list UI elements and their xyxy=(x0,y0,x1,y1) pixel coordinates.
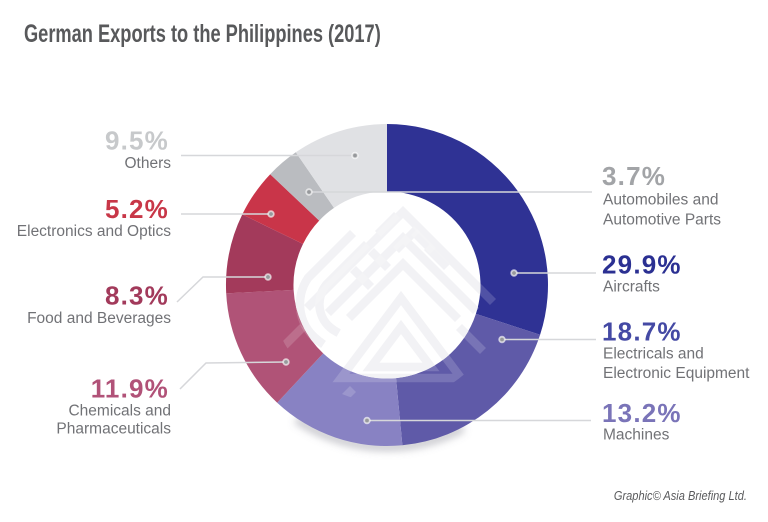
svg-text:Electronics and Optics: Electronics and Optics xyxy=(17,223,171,240)
svg-text:Electronic Equipment: Electronic Equipment xyxy=(603,365,750,382)
svg-text:3.7%: 3.7% xyxy=(602,161,666,191)
svg-text:Automobiles and: Automobiles and xyxy=(603,191,718,208)
svg-text:Others: Others xyxy=(124,155,171,172)
svg-text:Electricals and: Electricals and xyxy=(603,346,704,363)
svg-text:Machines: Machines xyxy=(603,427,670,444)
svg-text:Aircrafts: Aircrafts xyxy=(603,278,660,295)
svg-text:Graphic© Asia Briefing Ltd.: Graphic© Asia Briefing Ltd. xyxy=(614,488,747,503)
svg-text:Pharmaceuticals: Pharmaceuticals xyxy=(56,421,171,438)
svg-text:German Exports to the Philippi: German Exports to the Philippines (2017) xyxy=(24,19,381,48)
svg-text:9.5%: 9.5% xyxy=(105,126,169,156)
svg-text:29.9%: 29.9% xyxy=(602,250,682,280)
svg-text:Food and Beverages: Food and Beverages xyxy=(27,310,171,327)
svg-text:18.7%: 18.7% xyxy=(602,316,682,346)
svg-text:11.9%: 11.9% xyxy=(91,374,169,404)
svg-text:Automotive Parts: Automotive Parts xyxy=(603,212,721,229)
svg-text:8.3%: 8.3% xyxy=(105,281,169,311)
svg-text:13.2%: 13.2% xyxy=(602,398,682,428)
svg-text:5.2%: 5.2% xyxy=(105,194,169,224)
svg-text:Chemicals and: Chemicals and xyxy=(68,403,171,420)
